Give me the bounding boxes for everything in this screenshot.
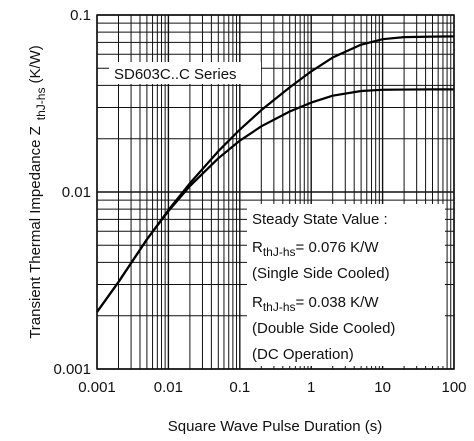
x-tick-label: 0.01 (154, 379, 183, 396)
annotation-background (247, 204, 445, 366)
annotation-heading: Steady State Value : (252, 211, 388, 228)
y-tick-label: 0.001 (53, 361, 91, 378)
y-tick-label: 0.1 (70, 7, 91, 24)
impedance-curves (96, 35, 455, 313)
steady-state-annotation: Steady State Value : RthJ-hs= 0.076 K/W … (252, 211, 395, 363)
series-label: SD603C..C Series (114, 66, 237, 83)
plot-frame (96, 14, 455, 370)
annotation-r-value-2: RthJ-hs= 0.038 K/W (252, 294, 379, 314)
annotation-note-3: (DC Operation) (252, 346, 354, 363)
x-tick-label: 0.1 (229, 379, 250, 396)
y-axis-label: Transient Thermal Impedance ZthJ-hs(K/W) (27, 45, 48, 339)
series-label-background (109, 62, 261, 84)
x-tick-label: 1 (307, 379, 315, 396)
y-tick-labels: 0.001 0.01 0.1 (53, 7, 91, 378)
x-axis-label: Square Wave Pulse Duration (s) (168, 418, 383, 435)
y-tick-label: 0.01 (62, 184, 91, 201)
annotation-note-2: (Double Side Cooled) (252, 320, 395, 337)
impedance-curve-2 (96, 88, 454, 313)
annotation-r-value-1: RthJ-hs= 0.076 K/W (252, 239, 379, 259)
x-tick-label: 0.001 (78, 379, 116, 396)
x-tick-label: 10 (374, 379, 391, 396)
x-tick-label: 100 (441, 379, 466, 396)
x-tick-labels: 0.001 0.01 0.1 1 10 100 (78, 379, 466, 396)
annotation-note-1: (Single Side Cooled) (252, 265, 390, 282)
